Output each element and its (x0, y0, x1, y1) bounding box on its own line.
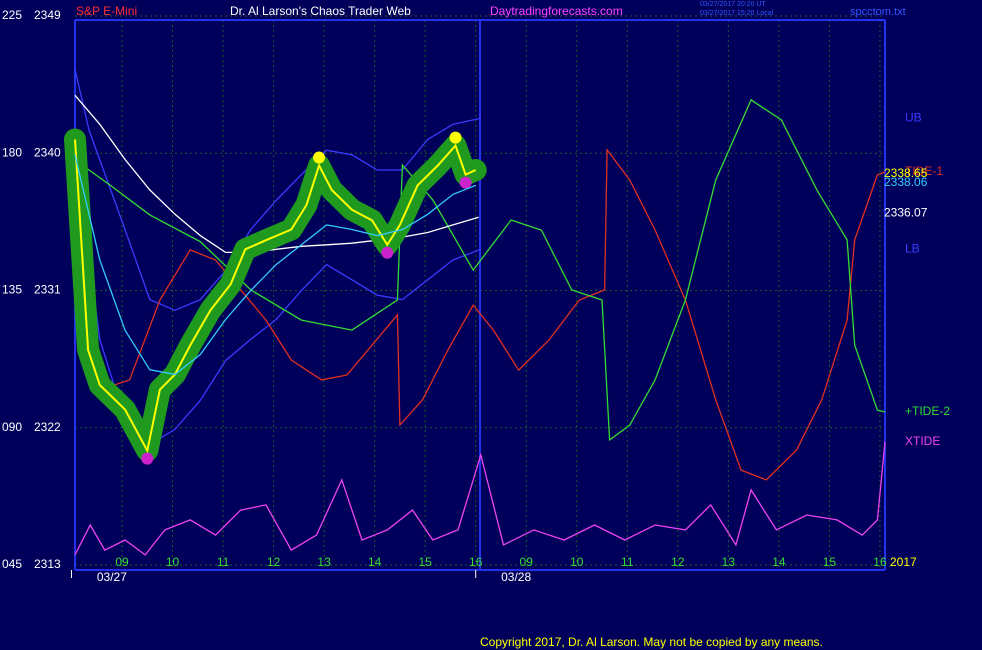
website: Daytradingforecasts.com (490, 4, 623, 18)
y2-tick-label: 135 (2, 283, 22, 297)
date-label: 03/28 (501, 570, 531, 584)
series-line (74, 98, 886, 442)
copyright: Copyright 2017, Dr. Al Larson. May not b… (480, 635, 823, 649)
y-tick-label: 2340 (34, 145, 61, 159)
high-dot (449, 131, 462, 144)
y2-tick-label: 045 (2, 557, 22, 571)
y-tick-label: 2349 (34, 8, 61, 22)
x-tick-label: 15 (418, 555, 432, 569)
y2-tick-label: 180 (2, 145, 22, 159)
series-line (74, 69, 481, 312)
x-tick-label: 09 (115, 555, 129, 569)
legend-label: +TIDE-2 (905, 404, 950, 418)
x-tick-label: 16 (873, 555, 887, 569)
series-line (74, 441, 886, 556)
series-line (74, 94, 479, 254)
legend-label: XTIDE (905, 434, 940, 448)
y2-tick-label: 225 (2, 8, 22, 22)
x-tick-label: 16 (469, 555, 483, 569)
series-line (74, 154, 476, 376)
instrument: S&P E-Mini (76, 4, 137, 18)
legend-label: LB (905, 241, 920, 255)
year-label: 2017 (890, 555, 917, 569)
x-tick-label: 10 (166, 555, 180, 569)
grid (75, 15, 885, 570)
x-tick-label: 13 (317, 555, 331, 569)
y-tick-label: 2313 (34, 557, 61, 571)
x-tick-label: 09 (520, 555, 534, 569)
last-value-label: 2336.07 (884, 205, 928, 219)
x-tick-label: 12 (671, 555, 685, 569)
legend-label: TIDE-1 (905, 164, 943, 178)
low-dot (141, 452, 154, 465)
x-tick-label: 10 (570, 555, 584, 569)
last-value-label: 2338.65 (884, 166, 928, 180)
timestamp: 03/27/2017 20:20 UT (700, 1, 766, 8)
y-tick-label: 2331 (34, 283, 61, 297)
timestamp: 03/27/2017 15:20 Local (700, 10, 774, 17)
x-tick-label: 12 (267, 555, 281, 569)
y-tick-label: 2322 (34, 420, 61, 434)
x-tick-label: 14 (368, 555, 382, 569)
file-name: spcctom.txt (850, 6, 906, 18)
last-value-label: 2338.06 (884, 175, 928, 189)
x-tick-label: 14 (772, 555, 786, 569)
legend-label: UB (905, 110, 922, 124)
x-tick-label: 13 (722, 555, 736, 569)
chart-title: Dr. Al Larson's Chaos Trader Web (230, 4, 411, 18)
y2-tick-label: 090 (2, 420, 22, 434)
low-dot (459, 176, 472, 189)
x-tick-label: 11 (217, 555, 230, 569)
x-tick-label: 11 (621, 555, 634, 569)
series-line (74, 139, 477, 454)
x-tick-label: 15 (823, 555, 837, 569)
date-label: 03/27 (97, 570, 127, 584)
high-dot (313, 151, 326, 164)
low-dot (381, 246, 394, 259)
